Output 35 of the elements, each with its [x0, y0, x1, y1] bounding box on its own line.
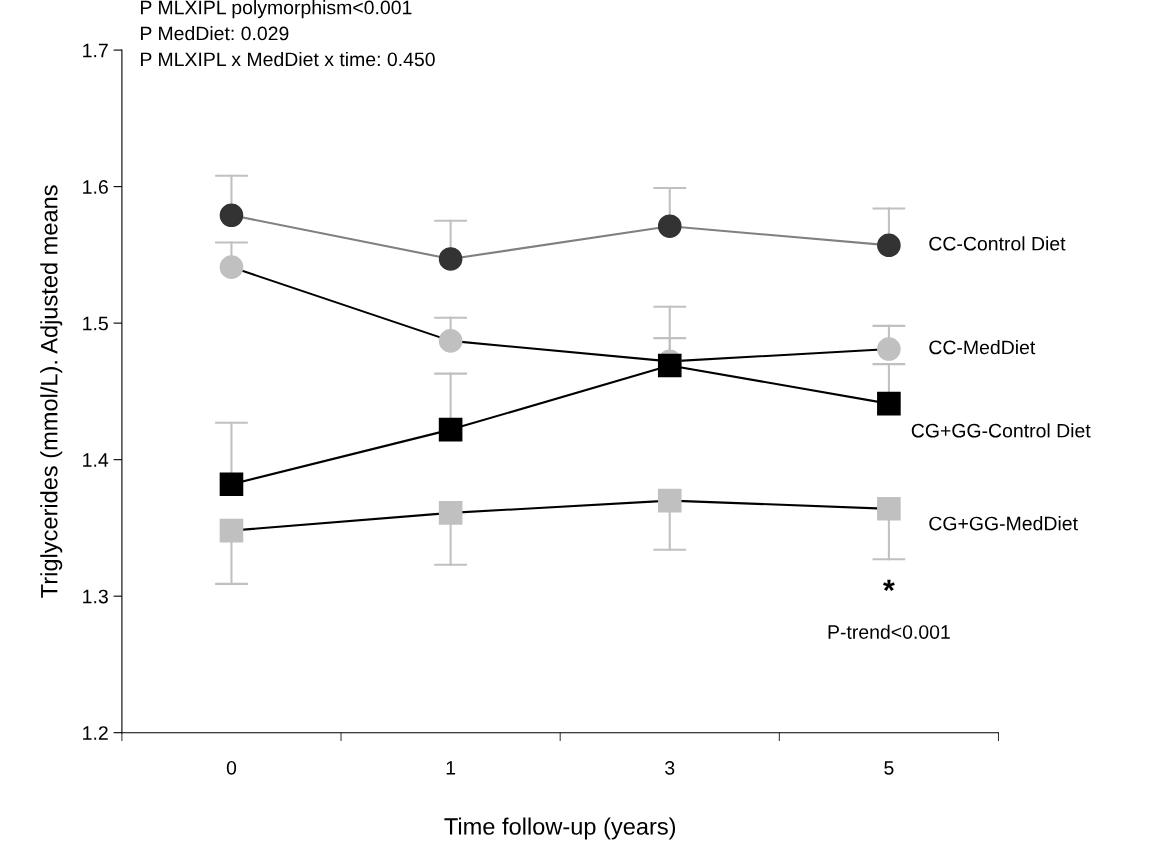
point	[877, 391, 901, 416]
point	[219, 255, 244, 279]
x-tick-label: 3	[665, 760, 675, 775]
x-tick-label: 5	[884, 761, 894, 775]
point	[219, 203, 244, 228]
point	[877, 233, 901, 258]
y-tick-label: 1.2	[83, 726, 108, 740]
point	[877, 337, 901, 361]
y-tick-label: 1.7	[83, 43, 108, 58]
y-tick-label: 1.5	[83, 316, 108, 331]
point	[438, 247, 463, 271]
series-label: CG+GG-Control Diet	[911, 423, 1091, 438]
text: P MLXIPL polymorphism<0.001	[141, 0, 412, 19]
y-tick-label: 1.3	[83, 589, 108, 604]
annotation: *	[883, 579, 895, 591]
y-tick-label: 1.6	[83, 180, 108, 194]
y-axis-title: Triglycerides (mmol/L). Adjusted means	[40, 185, 63, 598]
series-label: CG+GG-MedDiet	[929, 516, 1078, 531]
annotation: P-trend<0.001	[828, 624, 950, 639]
series-label: CC-MedDiet	[929, 340, 1036, 355]
point	[438, 329, 463, 353]
text: P MedDiet: 0.029	[141, 26, 289, 41]
x-tick-label: 0	[226, 760, 237, 775]
point	[657, 214, 682, 239]
point	[877, 496, 901, 521]
point	[219, 472, 244, 497]
y-tick-label: 1.4	[83, 453, 109, 467]
point	[657, 488, 682, 513]
point	[438, 501, 463, 525]
point	[219, 518, 244, 543]
x-tick-label: 1	[446, 761, 456, 775]
series-label: CC-Control Diet	[929, 236, 1066, 251]
point	[438, 417, 463, 442]
annotation: P MLXIPL x MedDiet x time: 0.450	[141, 51, 435, 67]
x-axis-title: Time follow-up (years)	[444, 817, 676, 840]
